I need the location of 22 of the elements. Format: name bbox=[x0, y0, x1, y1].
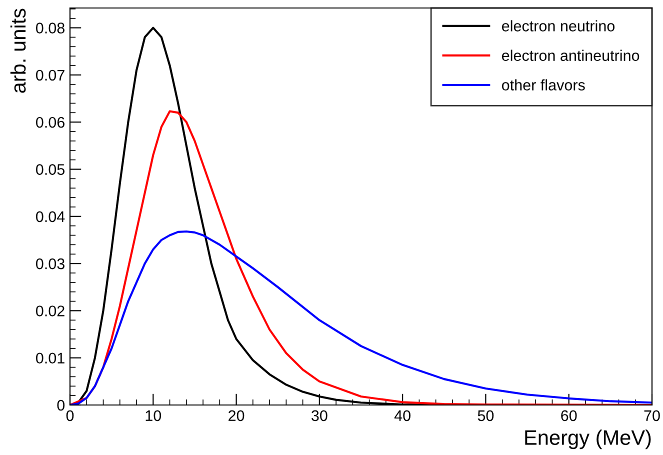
y-tick-label: 0 bbox=[57, 400, 65, 411]
y-tick-label: 0.03 bbox=[36, 258, 64, 270]
y-tick-label: 0.08 bbox=[36, 22, 64, 34]
y-tick-label: 0.05 bbox=[36, 164, 64, 175]
x-axis-title: Energy (MeV) bbox=[525, 430, 651, 450]
legend-label: other flavors bbox=[502, 79, 585, 90]
y-axis-title: arb. units bbox=[10, 8, 26, 93]
legend-label: electron antineutrino bbox=[502, 50, 640, 61]
x-tick-label: 0 bbox=[66, 410, 74, 422]
y-tick-label: 0.07 bbox=[36, 70, 64, 81]
x-tick-label: 20 bbox=[228, 410, 244, 422]
x-tick-label: 70 bbox=[644, 410, 660, 422]
y-tick-label: 0.02 bbox=[36, 306, 64, 316]
y-tick-label: 0.04 bbox=[36, 211, 65, 222]
y-tick-label: 0.01 bbox=[36, 352, 64, 364]
y-tick-label: 0.06 bbox=[36, 116, 64, 128]
legend-label: electron neutrino bbox=[502, 20, 615, 32]
x-tick-label: 30 bbox=[312, 410, 328, 422]
x-tick-label: 40 bbox=[394, 410, 410, 422]
x-tick-label: 50 bbox=[478, 410, 494, 422]
x-tick-label: 60 bbox=[561, 410, 577, 422]
x-tick-label: 10 bbox=[146, 410, 162, 422]
